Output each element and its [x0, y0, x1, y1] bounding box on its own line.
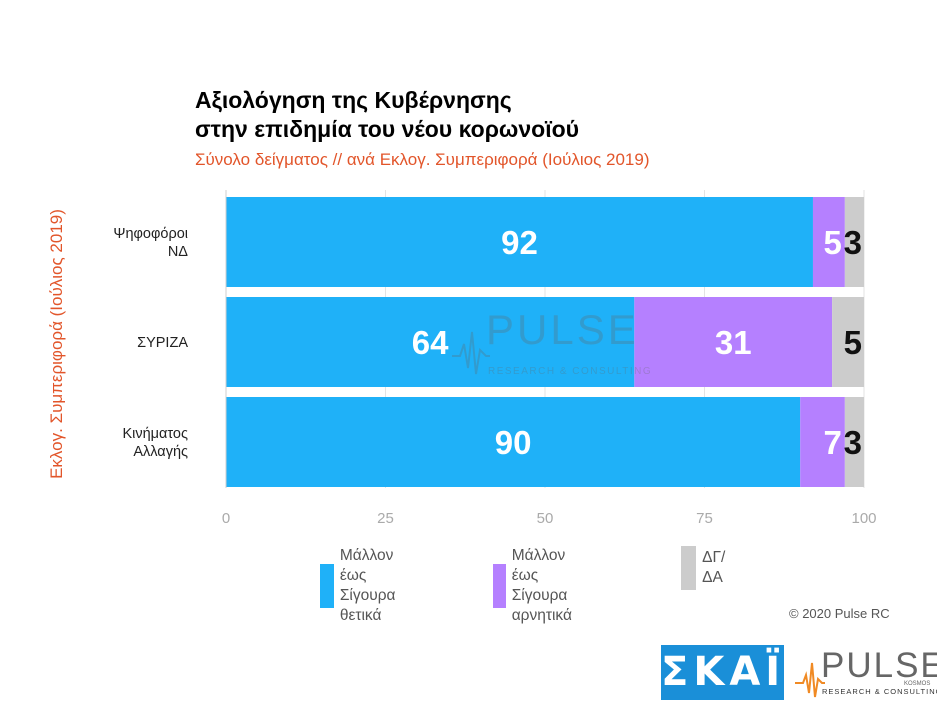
bar-value-label: 64 [412, 324, 449, 361]
skai-logo: ΣΚΑΪ [661, 645, 784, 700]
legend-label-negative-line-1: Μάλλον έως [511, 547, 566, 584]
chart-title-line-2: στην επιδημία του νέου κορωνοϊού [195, 116, 580, 142]
x-tick-label: 0 [222, 510, 230, 527]
legend-item-dkna: ΔΓ/ΔΑ [681, 546, 732, 590]
category-label: Κινήματος Αλλαγής [122, 426, 188, 460]
category-label-line: Ψηφοφόροι [113, 226, 188, 242]
pulse-logo: PULSE KOSMOS RESEARCH & CONSULTING [795, 646, 937, 698]
category-label: ΣΥΡΙΖΑ [137, 335, 188, 351]
x-tick-label: 75 [696, 510, 713, 527]
bar-segment [832, 297, 864, 387]
legend-label-dkna: ΔΓ/ΔΑ [702, 549, 726, 586]
bar-value-label: 3 [844, 224, 862, 261]
category-label: Ψηφοφόροι ΝΔ [113, 226, 188, 260]
bar-segment [844, 197, 864, 287]
copyright-text: © 2020 Pulse RC [789, 606, 890, 621]
chart-title: Αξιολόγηση της Κυβέρνησης στην επιδημία … [195, 86, 579, 144]
legend-item-negative: Μάλλον έως Σίγουρα αρνητικά [493, 546, 581, 626]
chart-title-line-1: Αξιολόγηση της Κυβέρνησης [195, 87, 512, 113]
category-label-line: Κινήματος [122, 426, 188, 442]
bar-segment [634, 297, 833, 387]
x-tick-label: 100 [851, 510, 876, 527]
bar-value-label: 31 [715, 324, 752, 361]
legend-label-positive-line-1: Μάλλον έως [339, 547, 394, 584]
chart-subtitle: Σύνολο δείγματος // ανά Εκλογ. Συμπεριφο… [195, 150, 650, 169]
legend-swatch-negative [493, 564, 506, 608]
bar-segment [226, 397, 801, 487]
legend-item-positive: Μάλλον έως Σίγουρα θετικά [320, 546, 404, 626]
bar-segment [226, 197, 813, 287]
legend-label-negative-line-2: Σίγουρα αρνητικά [511, 587, 572, 624]
bar-segment [812, 197, 845, 287]
legend-swatch-positive [320, 564, 334, 608]
pulse-logo-word: PULSE [821, 646, 937, 685]
category-label-line: ΝΔ [168, 244, 188, 260]
x-tick-label: 50 [537, 510, 554, 527]
category-label-line: ΣΥΡΙΖΑ [137, 335, 188, 351]
bar-segment [800, 397, 845, 487]
pulse-logo-tagline: RESEARCH & CONSULTING [822, 687, 937, 696]
bar-value-label: 3 [844, 424, 862, 461]
bar-segment [226, 297, 635, 387]
bar-segment [844, 397, 864, 487]
bar-value-label: 90 [495, 424, 532, 461]
x-tick-label: 25 [377, 510, 394, 527]
legend-label-positive-line-2: Σίγουρα θετικά [339, 587, 396, 624]
bar-value-label: 92 [501, 224, 538, 261]
bar-value-label: 5 [844, 324, 862, 361]
category-label-line: Αλλαγής [133, 444, 188, 460]
bar-value-label: 7 [824, 424, 842, 461]
bar-value-label: 5 [824, 224, 842, 261]
pulse-logo-small: KOSMOS [904, 681, 930, 687]
legend-swatch-dkna [681, 546, 697, 590]
